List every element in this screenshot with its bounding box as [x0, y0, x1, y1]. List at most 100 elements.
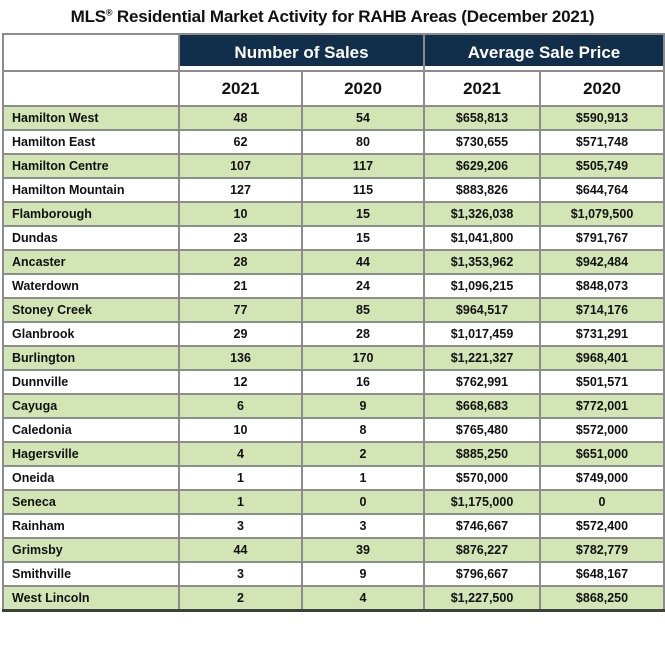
- area-name-cell: Hamilton Centre: [2, 153, 180, 179]
- table-row: Flamborough 10 15 $1,326,038 $1,079,500: [2, 201, 665, 227]
- price-2021-cell: $1,041,800: [423, 225, 541, 251]
- sales-2020-cell: 24: [301, 273, 425, 299]
- price-2021-cell: $570,000: [423, 465, 541, 491]
- price-2020-cell: $501,571: [539, 369, 665, 395]
- area-name-cell: Grimsby: [2, 537, 180, 563]
- table-header: Number of Sales Average Sale Price 2021 …: [2, 33, 665, 107]
- sales-2021-cell: 12: [178, 369, 303, 395]
- sales-2020-cell: 0: [301, 489, 425, 515]
- sales-2020-cell: 16: [301, 369, 425, 395]
- sales-2020-cell: 9: [301, 393, 425, 419]
- sales-2020-cell: 117: [301, 153, 425, 179]
- area-name-cell: Flamborough: [2, 201, 180, 227]
- table-row: Smithville 3 9 $796,667 $648,167: [2, 561, 665, 587]
- price-2020-cell: $791,767: [539, 225, 665, 251]
- area-name-cell: Glanbrook: [2, 321, 180, 347]
- year-header-sales-2020: 2020: [301, 70, 425, 107]
- price-2020-cell: $651,000: [539, 441, 665, 467]
- sales-2020-cell: 44: [301, 249, 425, 275]
- title-registered-mark: ®: [105, 7, 113, 18]
- price-2021-cell: $1,221,327: [423, 345, 541, 371]
- price-2020-cell: $505,749: [539, 153, 665, 179]
- sales-2021-cell: 1: [178, 465, 303, 491]
- price-2021-cell: $762,991: [423, 369, 541, 395]
- price-2021-cell: $730,655: [423, 129, 541, 155]
- sales-2021-cell: 127: [178, 177, 303, 203]
- sales-2020-cell: 85: [301, 297, 425, 323]
- price-2021-cell: $658,813: [423, 105, 541, 131]
- price-2020-cell: $648,167: [539, 561, 665, 587]
- price-2020-cell: $782,779: [539, 537, 665, 563]
- price-2020-cell: $714,176: [539, 297, 665, 323]
- table-row: Hagersville 4 2 $885,250 $651,000: [2, 441, 665, 467]
- area-name-cell: Seneca: [2, 489, 180, 515]
- table-body: Hamilton West 48 54 $658,813 $590,913 Ha…: [2, 105, 665, 612]
- price-2021-cell: $1,353,962: [423, 249, 541, 275]
- sales-2020-cell: 15: [301, 225, 425, 251]
- price-2021-cell: $1,096,215: [423, 273, 541, 299]
- area-name-cell: Cayuga: [2, 393, 180, 419]
- sales-2020-cell: 80: [301, 129, 425, 155]
- price-2021-cell: $1,175,000: [423, 489, 541, 515]
- year-header-price-2020: 2020: [539, 70, 665, 107]
- price-2021-cell: $876,227: [423, 537, 541, 563]
- price-2021-cell: $668,683: [423, 393, 541, 419]
- price-2020-cell: 0: [539, 489, 665, 515]
- table-row: Hamilton East 62 80 $730,655 $571,748: [2, 129, 665, 155]
- price-2021-cell: $885,250: [423, 441, 541, 467]
- year-header-price-2021: 2021: [423, 70, 541, 107]
- sales-2021-cell: 6: [178, 393, 303, 419]
- area-name-cell: Hamilton Mountain: [2, 177, 180, 203]
- price-2021-cell: $796,667: [423, 561, 541, 587]
- price-2020-cell: $572,000: [539, 417, 665, 443]
- area-name-cell: Smithville: [2, 561, 180, 587]
- sales-2021-cell: 4: [178, 441, 303, 467]
- price-2020-cell: $731,291: [539, 321, 665, 347]
- area-name-cell: Hamilton West: [2, 105, 180, 131]
- area-name-cell: Dunnville: [2, 369, 180, 395]
- sales-2020-cell: 115: [301, 177, 425, 203]
- sales-2021-cell: 2: [178, 585, 303, 612]
- table-row: Hamilton Mountain 127 115 $883,826 $644,…: [2, 177, 665, 203]
- sales-2021-cell: 10: [178, 201, 303, 227]
- area-name-cell: Burlington: [2, 345, 180, 371]
- table-row: Seneca 1 0 $1,175,000 0: [2, 489, 665, 515]
- sales-2021-cell: 3: [178, 513, 303, 539]
- price-2021-cell: $1,017,459: [423, 321, 541, 347]
- sales-2021-cell: 62: [178, 129, 303, 155]
- table-row: Dundas 23 15 $1,041,800 $791,767: [2, 225, 665, 251]
- sales-2021-cell: 21: [178, 273, 303, 299]
- area-name-cell: Rainham: [2, 513, 180, 539]
- price-2021-cell: $746,667: [423, 513, 541, 539]
- table-row: Rainham 3 3 $746,667 $572,400: [2, 513, 665, 539]
- price-2021-cell: $1,326,038: [423, 201, 541, 227]
- area-name-cell: Oneida: [2, 465, 180, 491]
- sales-2020-cell: 170: [301, 345, 425, 371]
- title-brand: MLS: [70, 7, 106, 26]
- sales-2021-cell: 48: [178, 105, 303, 131]
- table-row: Ancaster 28 44 $1,353,962 $942,484: [2, 249, 665, 275]
- sales-2020-cell: 54: [301, 105, 425, 131]
- table-row: West Lincoln 2 4 $1,227,500 $868,250: [2, 585, 665, 612]
- group-header-row: Number of Sales Average Sale Price: [2, 33, 665, 72]
- sales-2021-cell: 23: [178, 225, 303, 251]
- corner-empty-cell: [2, 33, 180, 72]
- sales-2020-cell: 2: [301, 441, 425, 467]
- year-header-row: 2021 2020 2021 2020: [2, 70, 665, 107]
- table-row: Stoney Creek 77 85 $964,517 $714,176: [2, 297, 665, 323]
- area-name-cell: Dundas: [2, 225, 180, 251]
- corner-empty-cell: [2, 70, 180, 107]
- year-header-sales-2021: 2021: [178, 70, 303, 107]
- area-name-cell: Stoney Creek: [2, 297, 180, 323]
- price-2020-cell: $848,073: [539, 273, 665, 299]
- table-row: Hamilton West 48 54 $658,813 $590,913: [2, 105, 665, 131]
- sales-2021-cell: 3: [178, 561, 303, 587]
- price-2020-cell: $644,764: [539, 177, 665, 203]
- price-2020-cell: $942,484: [539, 249, 665, 275]
- table-row: Grimsby 44 39 $876,227 $782,779: [2, 537, 665, 563]
- sales-2021-cell: 29: [178, 321, 303, 347]
- table-row: Burlington 136 170 $1,221,327 $968,401: [2, 345, 665, 371]
- area-name-cell: Caledonia: [2, 417, 180, 443]
- sales-2020-cell: 4: [301, 585, 425, 612]
